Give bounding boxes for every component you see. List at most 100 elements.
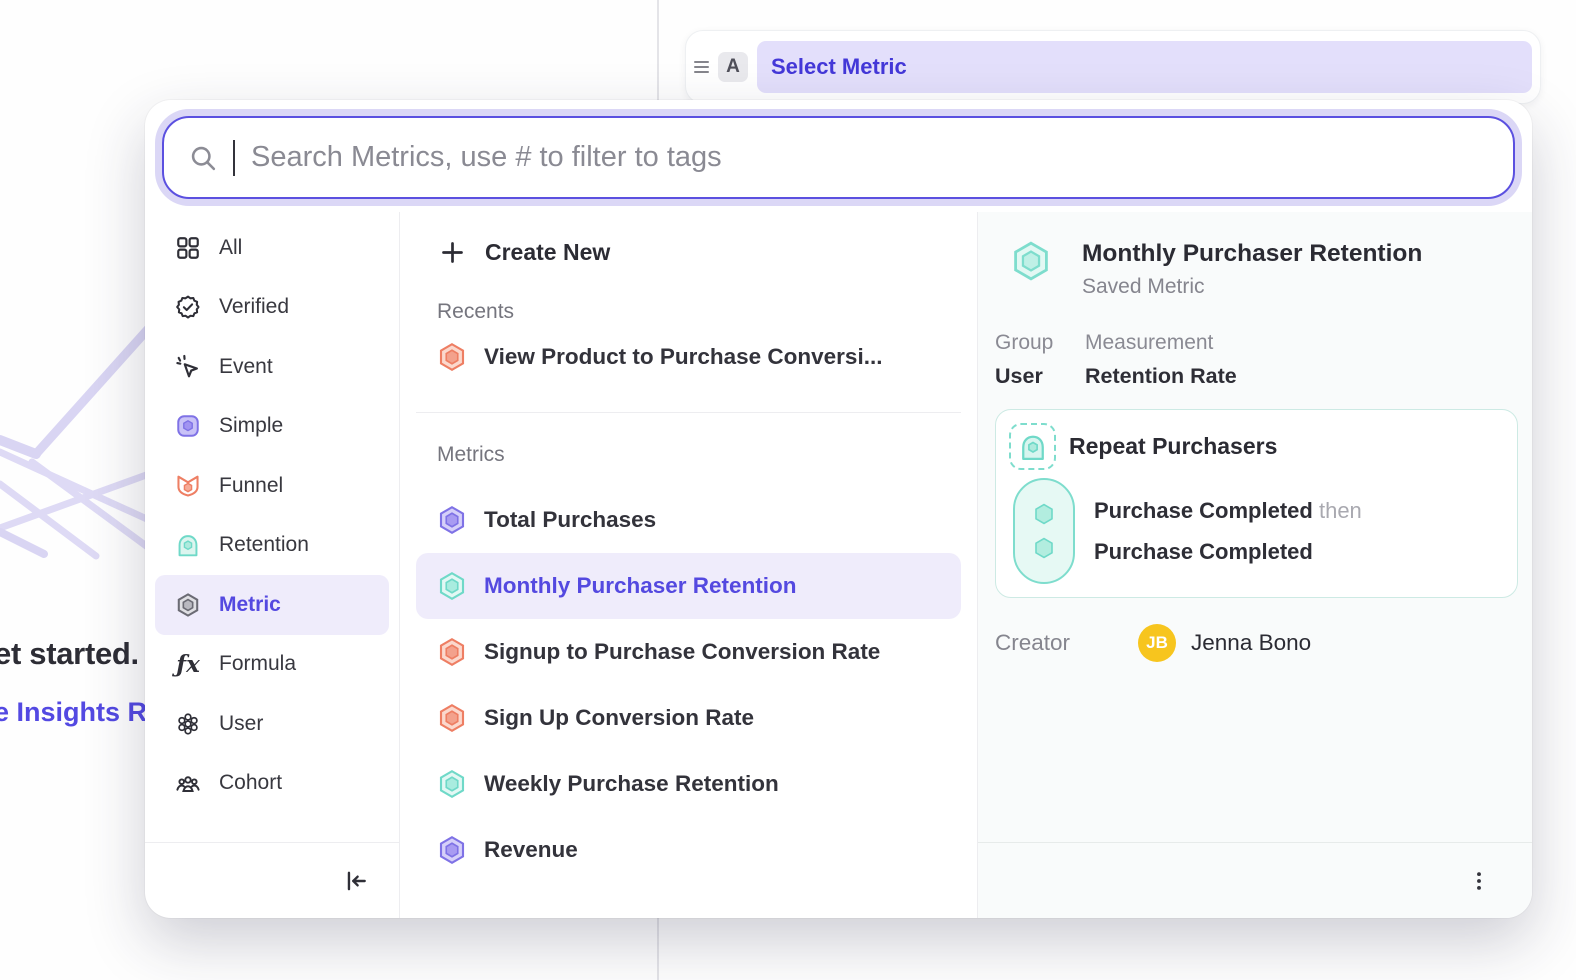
metric-item-total-purchases[interactable]: Total Purchases — [416, 487, 961, 553]
select-metric-button[interactable]: Select Metric — [757, 41, 1532, 93]
metric-item-label: Revenue — [484, 837, 578, 863]
metric-item-revenue[interactable]: Revenue — [416, 817, 961, 883]
definition-step-1: Purchase Completed then — [1094, 490, 1362, 531]
definition-name: Repeat Purchasers — [1069, 433, 1277, 460]
search-focus-ring — [155, 109, 1522, 206]
search-input[interactable] — [251, 141, 1488, 174]
kebab-menu-icon — [1468, 870, 1490, 892]
detail-subtitle: Saved Metric — [1082, 275, 1422, 299]
purple-metric-icon — [437, 505, 467, 535]
definition-step-2: Purchase Completed — [1094, 531, 1362, 572]
create-new-label: Create New — [485, 239, 610, 266]
step-connector: then — [1319, 498, 1362, 523]
sidebar-item-event[interactable]: Event — [155, 337, 389, 397]
detail-meta: Group User Measurement Retention Rate — [978, 331, 1532, 389]
metric-rows: Total Purchases Monthly Purchaser Retent… — [400, 487, 977, 883]
group-label: Group — [995, 331, 1085, 355]
metric-list-column: Create New Recents View Product to Purch… — [400, 212, 978, 918]
insights-report-link[interactable]: e Insights Re — [0, 697, 162, 728]
search-box[interactable] — [162, 116, 1515, 199]
sidebar-item-label: Cohort — [219, 771, 282, 795]
sidebar-item-label: Formula — [219, 652, 296, 676]
event-hexagon-icon — [1032, 536, 1056, 560]
sidebar-item-user[interactable]: User — [155, 694, 389, 754]
page: et started. e Insights Re A Select Metri… — [0, 0, 1576, 980]
metric-item-label: Weekly Purchase Retention — [484, 771, 779, 797]
collapse-left-icon — [343, 868, 369, 894]
creator-avatar: JB — [1138, 624, 1176, 662]
metric-item-label: View Product to Purchase Conversi... — [484, 344, 882, 370]
metric-query-bar: A Select Metric — [685, 30, 1541, 104]
decorative-chart-lines — [0, 322, 152, 674]
metric-item-label: Monthly Purchaser Retention — [484, 573, 797, 599]
group-value: User — [995, 364, 1085, 389]
measurement-value: Retention Rate — [1085, 364, 1237, 389]
sidebar-footer — [145, 842, 399, 918]
sidebar-item-cohort[interactable]: Cohort — [155, 754, 389, 814]
creator-name: Jenna Bono — [1191, 630, 1311, 656]
measurement-label: Measurement — [1085, 331, 1237, 355]
metrics-section-label: Metrics — [400, 443, 977, 467]
create-new-button[interactable]: Create New — [400, 228, 977, 276]
creator-row: Creator JB Jenna Bono — [978, 624, 1532, 662]
formula-icon: ƒx — [173, 651, 203, 678]
sidebar-item-label: Verified — [219, 295, 289, 319]
metric-item-label: Signup to Purchase Conversion Rate — [484, 639, 880, 665]
grid-icon — [173, 235, 203, 261]
event-hexagon-icon — [1032, 502, 1056, 526]
sidebar-item-all[interactable]: All — [155, 218, 389, 278]
salmon-metric-icon — [437, 703, 467, 733]
cohort-people-icon — [173, 770, 203, 796]
metric-item-signup-to-purchase-conversion-rate[interactable]: Signup to Purchase Conversion Rate — [416, 619, 961, 685]
sidebar-item-label: Metric — [219, 593, 281, 617]
detail-header: Monthly Purchaser Retention Saved Metric — [978, 240, 1532, 299]
select-metric-label: Select Metric — [771, 54, 907, 80]
recent-metric-item[interactable]: View Product to Purchase Conversi... — [416, 324, 961, 390]
sidebar-item-label: All — [219, 236, 242, 260]
series-letter-badge: A — [718, 52, 748, 82]
teal-metric-icon — [437, 769, 467, 799]
salmon-metric-icon — [437, 637, 467, 667]
sidebar-item-funnel[interactable]: Funnel — [155, 456, 389, 516]
sidebar-item-label: User — [219, 712, 263, 736]
text-cursor — [233, 140, 235, 176]
sidebar-item-label: Funnel — [219, 474, 283, 498]
search-area — [145, 100, 1532, 212]
definition-card: Repeat Purchasers — [995, 409, 1518, 598]
filter-list: All Verified — [145, 218, 399, 842]
sidebar-item-simple[interactable]: Simple — [155, 397, 389, 457]
more-options-button[interactable] — [1464, 866, 1494, 896]
collapse-sidebar-button[interactable] — [339, 864, 373, 898]
metric-detail-panel: Monthly Purchaser Retention Saved Metric… — [978, 212, 1532, 918]
user-cluster-icon — [173, 711, 203, 737]
metric-item-weekly-purchase-retention[interactable]: Weekly Purchase Retention — [416, 751, 961, 817]
event-cursor-icon — [173, 354, 203, 380]
sidebar-item-retention[interactable]: Retention — [155, 516, 389, 576]
metric-item-label: Total Purchases — [484, 507, 656, 533]
teal-metric-icon — [1010, 240, 1052, 282]
teal-metric-icon — [437, 571, 467, 601]
retention-metric-icon — [173, 532, 203, 558]
sidebar-item-label: Retention — [219, 533, 309, 557]
verified-badge-icon — [173, 294, 203, 320]
funnel-metric-icon — [173, 473, 203, 499]
event-steps-capsule — [1013, 478, 1075, 584]
section-divider — [416, 412, 961, 413]
sidebar-item-verified[interactable]: Verified — [155, 278, 389, 338]
retention-definition-icon — [1009, 423, 1056, 470]
sidebar-item-metric[interactable]: Metric — [155, 575, 389, 635]
sidebar-item-formula[interactable]: ƒx Formula — [155, 635, 389, 695]
sidebar-item-label: Event — [219, 355, 273, 379]
creator-label: Creator — [995, 630, 1070, 656]
detail-title: Monthly Purchaser Retention — [1082, 240, 1422, 268]
metric-item-sign-up-conversion-rate[interactable]: Sign Up Conversion Rate — [416, 685, 961, 751]
saved-metric-icon — [173, 592, 203, 618]
sidebar-item-label: Simple — [219, 414, 283, 438]
metric-picker-modal: All Verified — [145, 100, 1532, 918]
detail-footer — [978, 842, 1532, 918]
funnel-metric-icon — [437, 342, 467, 372]
plus-icon — [437, 239, 467, 266]
metric-item-monthly-purchaser-retention[interactable]: Monthly Purchaser Retention — [416, 553, 961, 619]
drag-handle-icon[interactable] — [694, 61, 709, 73]
purple-metric-icon — [437, 835, 467, 865]
